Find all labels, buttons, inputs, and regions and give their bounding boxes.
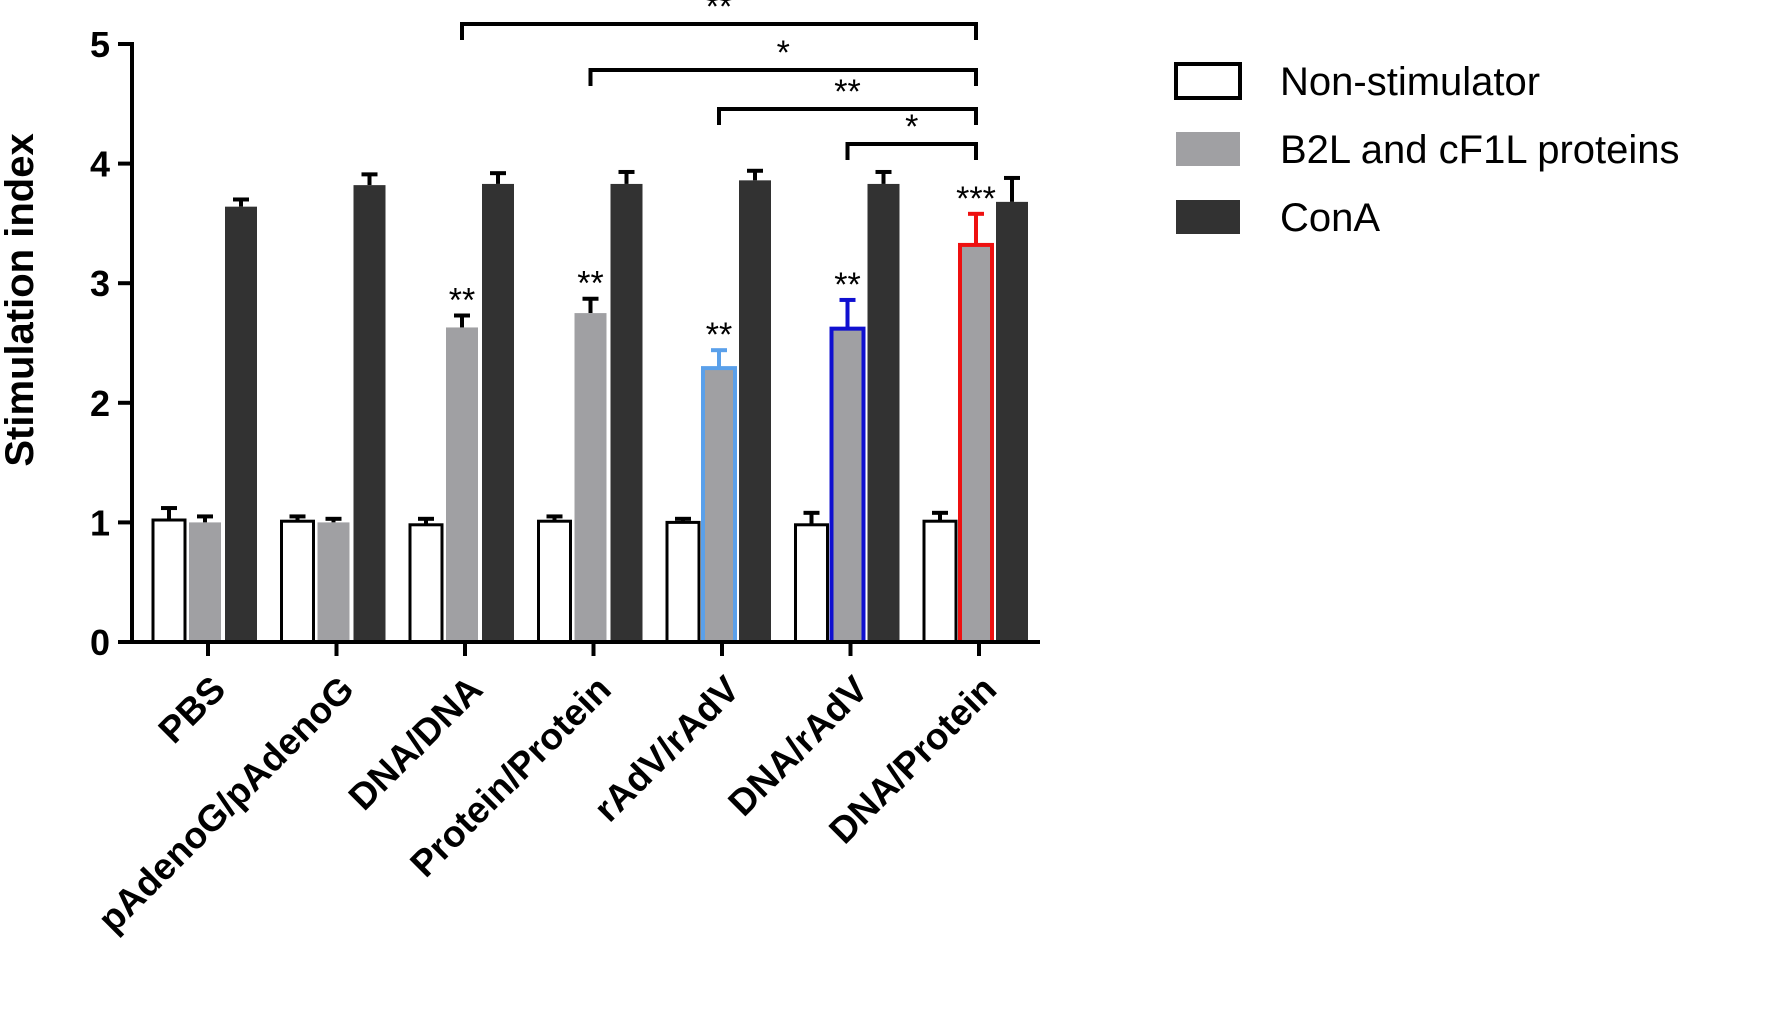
bar (446, 327, 478, 642)
legend-swatch (1176, 200, 1240, 234)
bar (829, 326, 866, 644)
bar (739, 180, 771, 642)
bar (794, 523, 829, 644)
bar (958, 242, 994, 644)
y-tick-label-1: 1 (90, 502, 110, 543)
bar (665, 520, 701, 644)
bar (225, 206, 257, 642)
bar (867, 183, 900, 642)
bar (151, 518, 187, 644)
y-axis-title: Stimulation index (0, 133, 42, 466)
significance-label: *** (956, 180, 996, 218)
bar (574, 313, 607, 642)
significance-label: ** (834, 266, 860, 304)
bar (996, 201, 1028, 642)
legend-label: B2L and cF1L proteins (1280, 128, 1680, 172)
significance-label: ** (449, 281, 475, 319)
significance-brackets: ****** (460, 0, 978, 160)
comparison-bracket (717, 107, 978, 125)
comparison-label: * (777, 34, 790, 72)
y-tick-label-5: 5 (90, 24, 110, 65)
y-axis: 0 1 2 3 4 5 (90, 24, 134, 663)
comparison-bracket (845, 142, 978, 160)
legend-label: ConA (1280, 196, 1380, 240)
bar (610, 183, 643, 642)
comparison-label: * (905, 108, 918, 146)
legend-swatch (1174, 62, 1242, 100)
comparison-bracket (460, 22, 978, 40)
comparison-label: ** (706, 0, 732, 26)
bar (537, 519, 572, 644)
comparison-label: ** (834, 73, 860, 111)
significance-label: ** (706, 316, 732, 354)
bar (189, 522, 221, 642)
bar (922, 519, 958, 644)
bar (353, 185, 386, 643)
bars: ** ********* (151, 168, 1028, 644)
y-tick-label-2: 2 (90, 383, 110, 424)
significance-label: ** (577, 265, 603, 303)
legend-swatch (1176, 132, 1240, 166)
x-tick-label: pAdenoG/pAdenoG (90, 668, 362, 940)
bar (317, 522, 350, 642)
bar (280, 519, 315, 644)
y-tick-label-4: 4 (90, 144, 110, 185)
bar (482, 183, 514, 642)
comparison-bracket (588, 68, 978, 86)
y-tick-label-0: 0 (90, 622, 110, 663)
bar (701, 366, 737, 644)
x-axis: PBSpAdenoG/pAdenoGDNA/DNAProtein/Protein… (90, 640, 1040, 940)
legend-label: Non-stimulator (1280, 60, 1540, 104)
x-tick-label: PBS (150, 668, 233, 751)
legend: Non-stimulator B2L and cF1L proteins ConA (1174, 60, 1680, 240)
y-tick-label-3: 3 (90, 263, 110, 304)
bar (408, 523, 444, 644)
